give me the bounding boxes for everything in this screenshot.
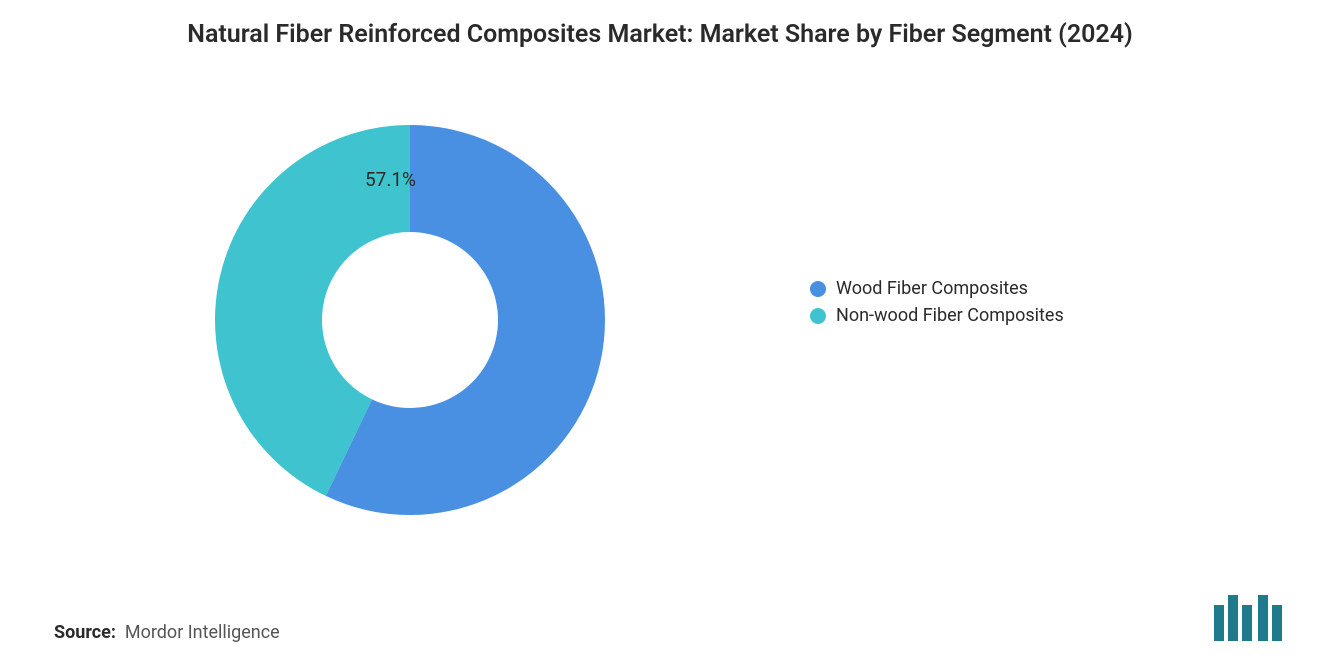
legend: Wood Fiber Composites Non-wood Fiber Com… [810,278,1064,326]
legend-label: Wood Fiber Composites [836,278,1028,299]
source-text: Mordor Intelligence [125,622,280,643]
legend-item-nonwood: Non-wood Fiber Composites [810,305,1064,326]
legend-dot-icon [810,281,826,297]
legend-item-wood: Wood Fiber Composites [810,278,1064,299]
slice-value-label: 57.1% [365,168,416,191]
legend-label: Non-wood Fiber Composites [836,305,1064,326]
source-prefix: Source: [54,622,116,643]
brand-logo-icon [1214,595,1282,645]
chart-title: Natural Fiber Reinforced Composites Mark… [0,18,1320,52]
source-attribution: Source: Mordor Intelligence [54,622,280,643]
legend-dot-icon [810,308,826,324]
